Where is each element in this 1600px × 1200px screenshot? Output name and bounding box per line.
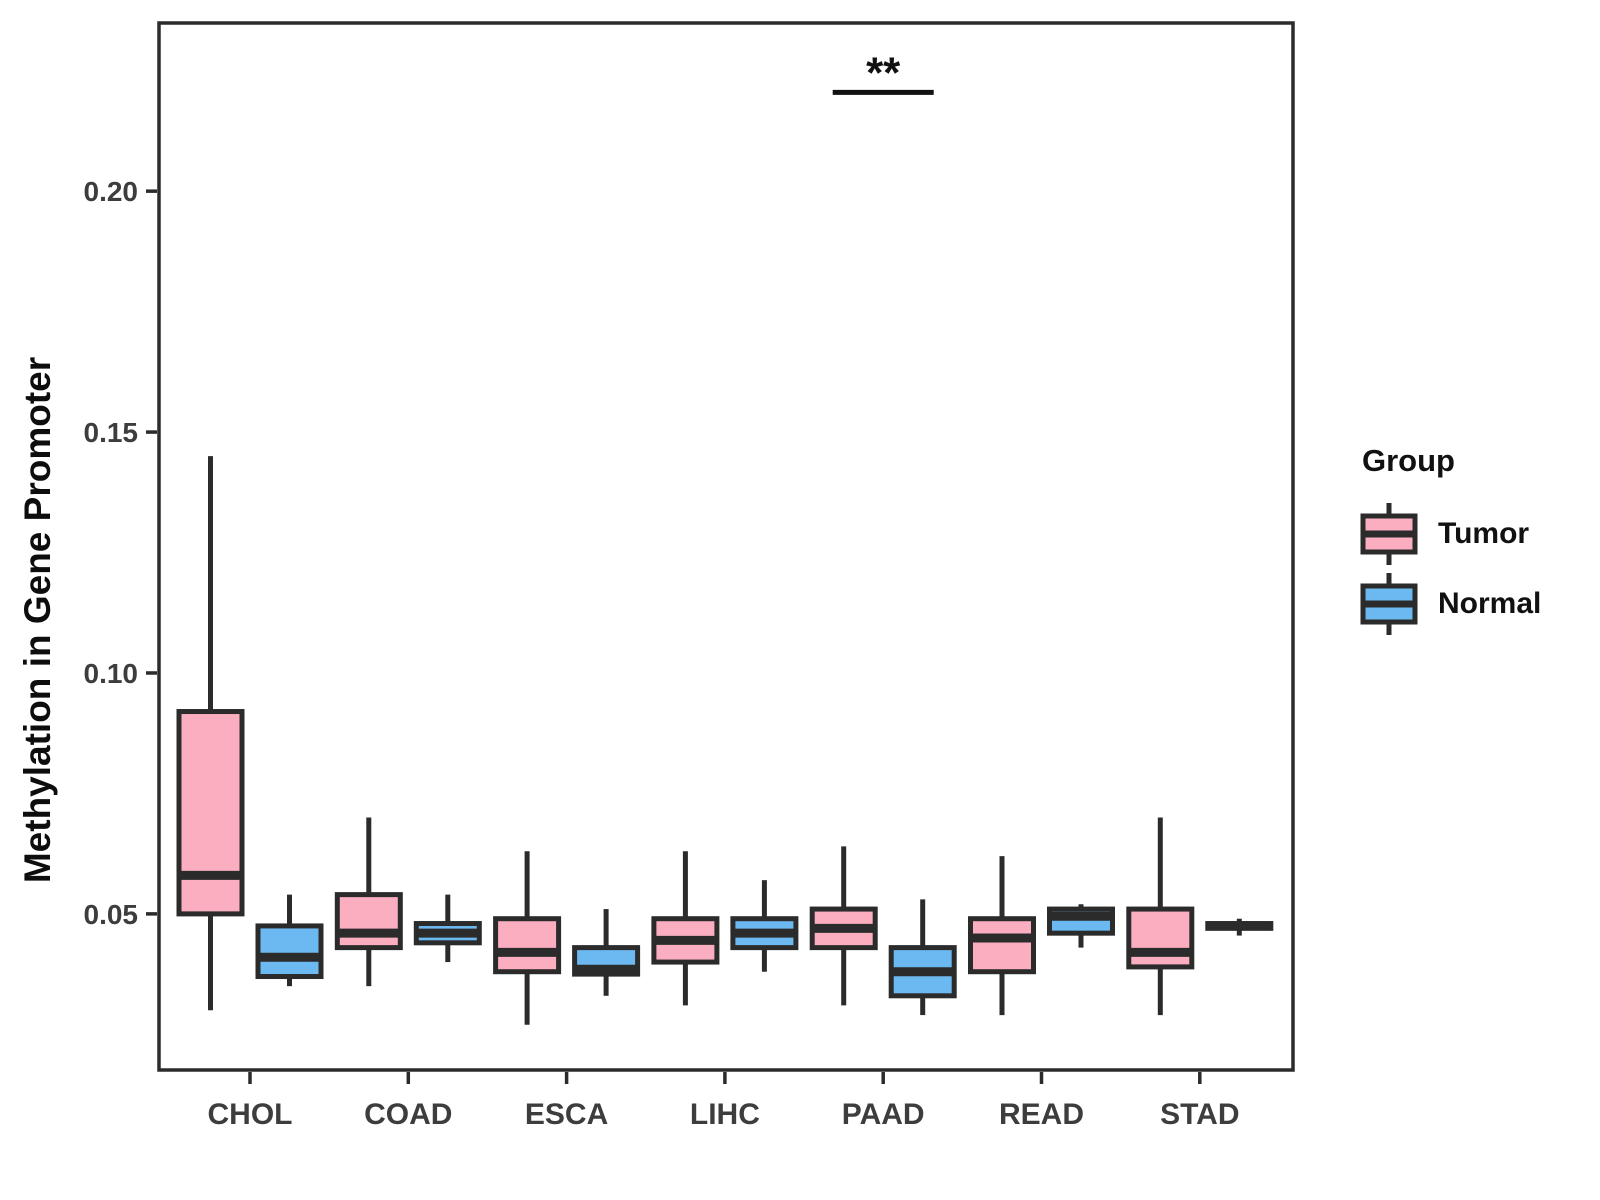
legend-label-tumor: Tumor [1438, 517, 1530, 550]
box-tumor-ESCA [493, 916, 562, 975]
legend-entry-tumor: Tumor [1358, 499, 1541, 569]
x-tick-label: LIHC [690, 1098, 760, 1131]
x-tick-label: READ [999, 1098, 1084, 1131]
box-tumor-CHOL [176, 709, 245, 917]
legend-label-normal: Normal [1438, 587, 1542, 620]
y-tick-label: 0.05 [84, 899, 139, 930]
box-tumor-COAD [334, 892, 403, 951]
x-tick-label: CHOL [208, 1098, 293, 1131]
y-tick-label: 0.15 [84, 417, 139, 448]
x-tick-label: PAAD [842, 1098, 925, 1131]
tumor-boxplot-key-icon [1360, 503, 1418, 565]
x-tick-label: STAD [1160, 1098, 1239, 1131]
plot-panel-border [157, 21, 1295, 1072]
y-tick-label: 0.10 [84, 658, 139, 689]
legend-title: Group [1362, 443, 1455, 478]
legend-entry-normal: Normal [1358, 569, 1541, 639]
box-tumor-STAD [1126, 906, 1195, 970]
x-tick-label: COAD [364, 1098, 452, 1131]
y-axis-title: Methylation in Gene Promoter [17, 356, 58, 884]
normal-boxplot-key-icon [1360, 573, 1418, 635]
x-tick-label: ESCA [525, 1098, 608, 1131]
box-tumor-READ [968, 916, 1036, 975]
legend: Group Tumor Normal [1358, 443, 1541, 639]
y-tick-label: 0.20 [84, 176, 139, 207]
box-normal-CHOL [255, 923, 324, 980]
significance-label: ** [866, 48, 901, 97]
